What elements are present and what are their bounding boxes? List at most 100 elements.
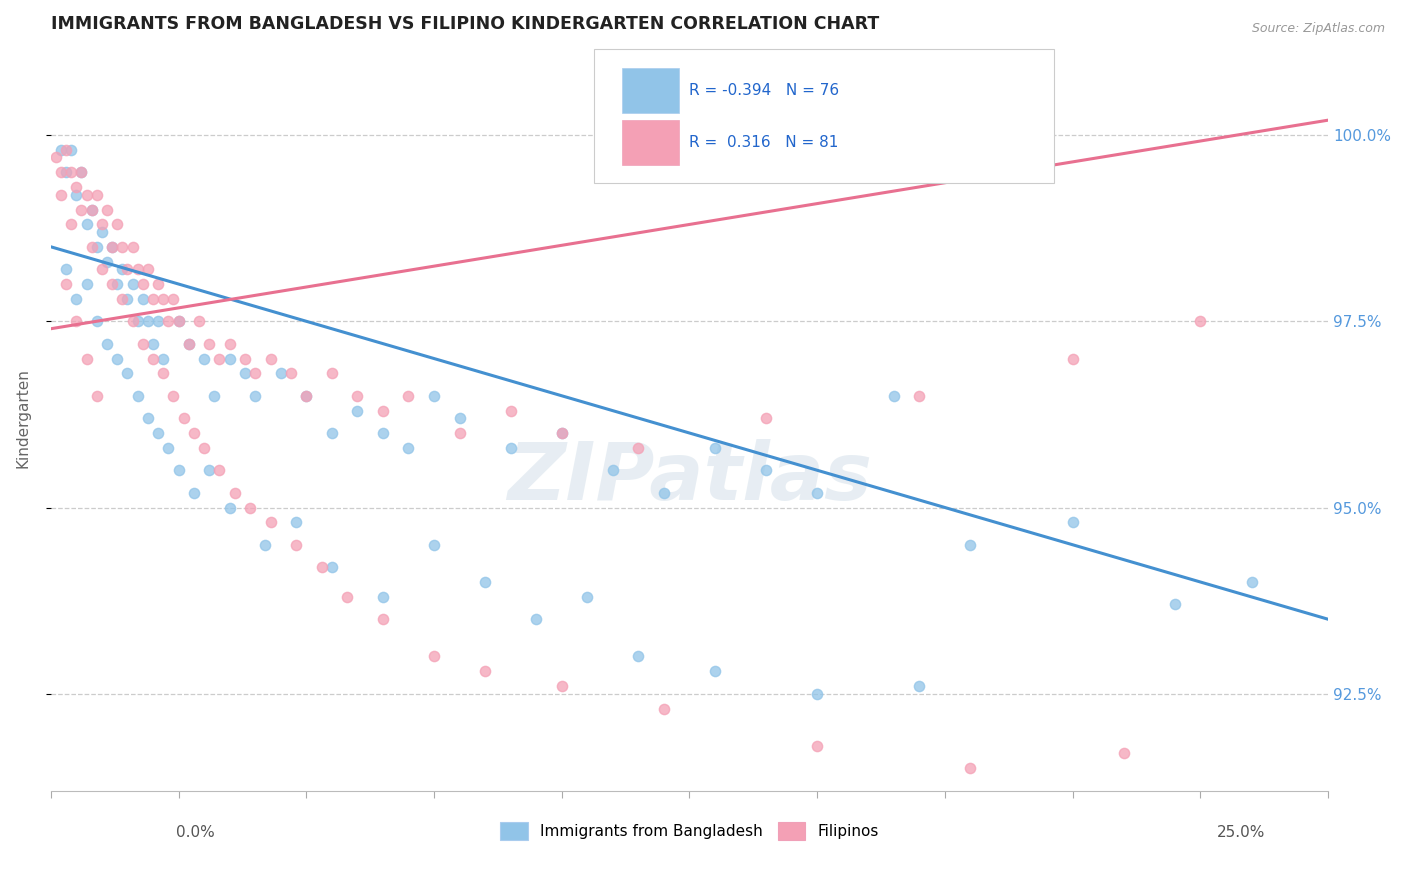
Point [1062, 351, 1084, 366]
Point [105, 351, 128, 366]
Point [806, 687, 828, 701]
Point [346, 389, 368, 403]
Point [1240, 574, 1263, 589]
Point [652, 701, 675, 715]
Point [218, 351, 240, 366]
Point [111, 262, 134, 277]
Point [136, 262, 159, 277]
Point [233, 351, 256, 366]
Point [101, 240, 124, 254]
Text: R =  0.316   N = 81: R = 0.316 N = 81 [689, 135, 839, 150]
Point [117, 292, 139, 306]
Point [96, 336, 118, 351]
Point [755, 411, 778, 425]
Point [105, 218, 128, 232]
Point [321, 367, 343, 381]
Legend: Immigrants from Bangladesh, Filipinos: Immigrants from Bangladesh, Filipinos [494, 815, 884, 847]
Point [499, 403, 522, 417]
Point [157, 441, 180, 455]
Point [117, 262, 139, 277]
Point [259, 516, 281, 530]
Point [167, 463, 190, 477]
Point [627, 649, 650, 664]
Point [55, 277, 77, 291]
Point [152, 367, 174, 381]
Text: 25.0%: 25.0% [1218, 825, 1265, 840]
Point [652, 485, 675, 500]
Point [132, 277, 155, 291]
Point [474, 574, 496, 589]
Point [295, 389, 318, 403]
Point [423, 649, 446, 664]
Point [86, 314, 108, 328]
Point [959, 538, 981, 552]
Point [90, 218, 112, 232]
Point [336, 590, 359, 604]
Point [1112, 747, 1135, 761]
Point [70, 165, 93, 179]
Point [157, 314, 180, 328]
Point [398, 441, 420, 455]
FancyBboxPatch shape [621, 68, 679, 112]
Point [152, 292, 174, 306]
Point [80, 202, 103, 217]
Point [60, 165, 83, 179]
Point [76, 277, 98, 291]
Point [167, 314, 190, 328]
Point [121, 314, 143, 328]
Point [127, 389, 149, 403]
Point [371, 612, 394, 626]
Point [806, 485, 828, 500]
Point [280, 367, 302, 381]
Point [1189, 314, 1212, 328]
Text: Source: ZipAtlas.com: Source: ZipAtlas.com [1251, 22, 1385, 36]
Point [76, 218, 98, 232]
Point [45, 150, 67, 164]
Point [111, 240, 134, 254]
Text: ZIPatlas: ZIPatlas [508, 439, 872, 516]
Point [449, 425, 471, 440]
Point [96, 254, 118, 268]
Point [218, 500, 240, 515]
Point [65, 292, 87, 306]
Point [142, 292, 165, 306]
Point [167, 314, 190, 328]
Point [127, 314, 149, 328]
Point [755, 463, 778, 477]
Point [183, 425, 205, 440]
Point [576, 590, 599, 604]
Point [270, 367, 292, 381]
Point [60, 143, 83, 157]
Point [806, 739, 828, 753]
Point [49, 143, 72, 157]
Point [142, 351, 165, 366]
Point [80, 202, 103, 217]
Point [198, 336, 221, 351]
Point [146, 277, 169, 291]
Point [65, 314, 87, 328]
Point [132, 336, 155, 351]
Point [474, 665, 496, 679]
Point [193, 351, 215, 366]
Point [371, 403, 394, 417]
Point [1164, 598, 1187, 612]
Point [55, 262, 77, 277]
Point [704, 665, 727, 679]
Point [883, 389, 905, 403]
Point [254, 538, 277, 552]
Point [1062, 516, 1084, 530]
Point [177, 336, 200, 351]
Point [146, 425, 169, 440]
Point [551, 679, 574, 693]
Point [239, 500, 262, 515]
Point [162, 389, 184, 403]
Point [132, 292, 155, 306]
Text: 0.0%: 0.0% [176, 825, 215, 840]
Point [117, 367, 139, 381]
Point [105, 277, 128, 291]
Point [111, 292, 134, 306]
Point [423, 389, 446, 403]
FancyBboxPatch shape [621, 120, 679, 165]
Point [136, 411, 159, 425]
Point [80, 240, 103, 254]
